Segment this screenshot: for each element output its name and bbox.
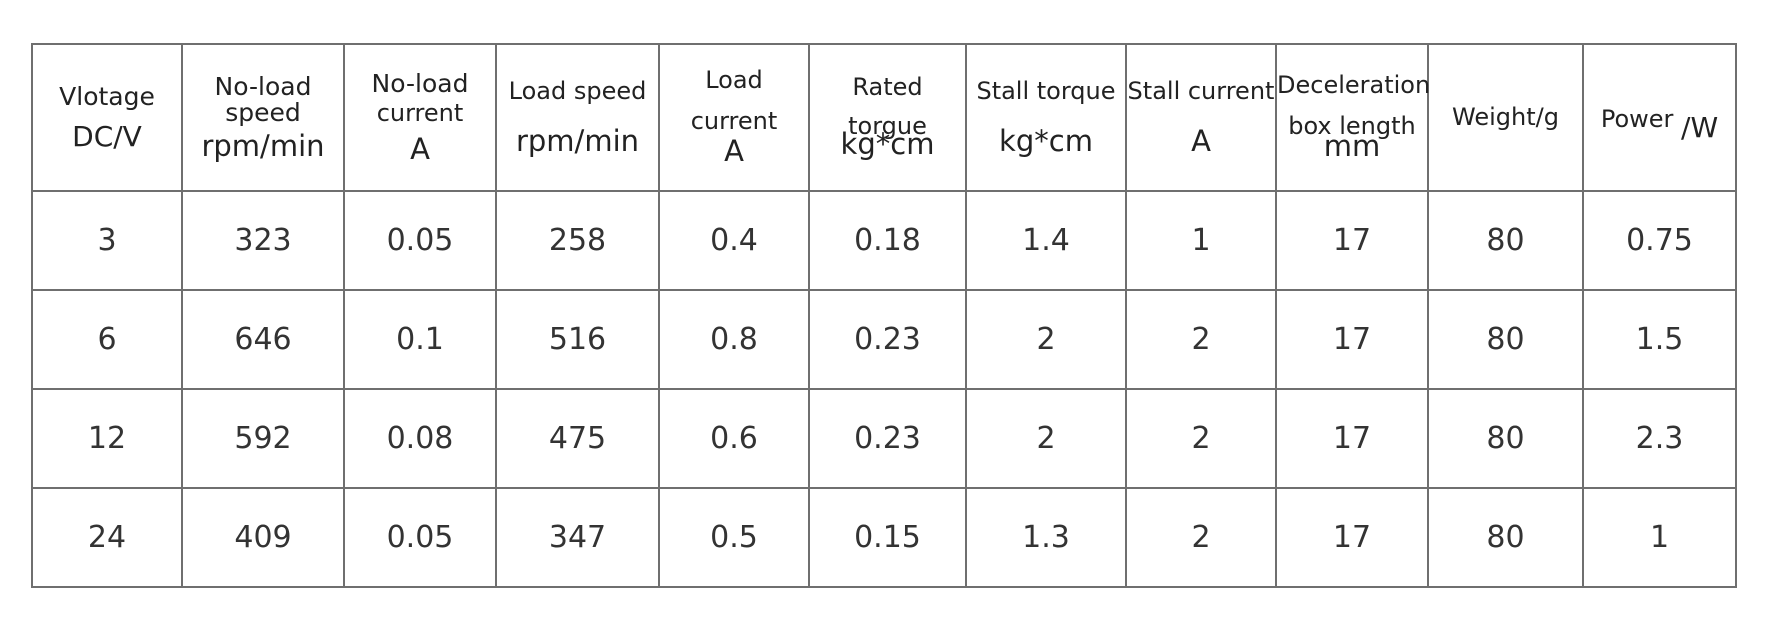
header-load-speed-unit: rpm/min: [515, 123, 640, 158]
table-cell: 24: [31, 487, 183, 588]
table-cell: 2: [1125, 487, 1277, 588]
table-cell: 80: [1427, 388, 1584, 489]
header-deceleration-name-1: Deceleration: [1277, 71, 1431, 100]
table-cell: 0.8: [658, 289, 810, 390]
table-cell: 0.23: [808, 289, 967, 390]
header-stall-torque: Stall torque kg*cm: [965, 43, 1127, 192]
table-row: 3 323 0.05 258 0.4 0.18 1.4 1 17 80 0.75: [31, 190, 1737, 291]
header-load-speed-name: Load speed: [508, 76, 647, 105]
header-load-current-name-1: Load: [705, 66, 763, 95]
header-rated-torque-unit: kg*cm: [840, 127, 935, 162]
table-cell: 1.5: [1582, 289, 1737, 390]
table-cell: 2.3: [1582, 388, 1737, 489]
table-cell: 1.4: [965, 190, 1127, 291]
header-no-load-speed-unit: rpm/min: [201, 128, 325, 163]
table-cell: 2: [965, 289, 1127, 390]
header-load-current-unit: A: [724, 134, 744, 169]
motor-spec-table: Vlotage DC/V No-load speed rpm/min No-lo…: [31, 43, 1737, 588]
table-cell: 80: [1427, 289, 1584, 390]
table-cell: 592: [181, 388, 345, 489]
header-rated-torque-name-2: torgue: [848, 112, 927, 141]
header-stall-torque-unit: kg*cm: [999, 123, 1093, 158]
table-cell: 0.15: [808, 487, 967, 588]
header-deceleration-box-length: Deceleration box length mm: [1275, 43, 1431, 192]
table-cell: 1: [1582, 487, 1737, 588]
header-weight: Weight/g: [1427, 43, 1584, 192]
header-load-current-name-2: current: [690, 107, 778, 136]
header-no-load-speed-name-1: No-load: [214, 72, 312, 102]
table-cell: 2: [965, 388, 1127, 489]
table-cell: 0.08: [343, 388, 497, 489]
header-stall-current-name: Stall current: [1127, 76, 1275, 105]
table-cell: 1.3: [965, 487, 1127, 588]
table-cell: 475: [495, 388, 660, 489]
header-load-speed: Load speed rpm/min: [495, 43, 660, 192]
table-cell: 80: [1427, 487, 1584, 588]
table-cell: 80: [1427, 190, 1584, 291]
table-cell: 0.18: [808, 190, 967, 291]
header-load-current: Load current A: [658, 43, 810, 192]
table-cell: 0.6: [658, 388, 810, 489]
header-voltage: Vlotage DC/V: [31, 43, 183, 192]
table-cell: 0.05: [343, 487, 497, 588]
table-cell: 17: [1275, 487, 1429, 588]
header-no-load-current-name-1: No-load: [371, 68, 469, 98]
header-deceleration-name-2: box length: [1288, 112, 1416, 141]
header-voltage-name: Vlotage: [59, 81, 155, 111]
table-cell: 0.4: [658, 190, 810, 291]
table-cell: 323: [181, 190, 345, 291]
table-row: 6 646 0.1 516 0.8 0.23 2 2 17 80 1.5: [31, 289, 1737, 390]
table-cell: 6: [31, 289, 183, 390]
header-voltage-unit: DC/V: [72, 119, 142, 153]
header-stall-current: Stall current A: [1125, 43, 1277, 192]
header-no-load-current-unit: A: [410, 132, 430, 166]
header-deceleration-unit: mm: [1323, 129, 1381, 164]
header-no-load-current: No-load current A: [343, 43, 497, 192]
table-cell: 1: [1125, 190, 1277, 291]
table-cell: 0.23: [808, 388, 967, 489]
table-cell: 347: [495, 487, 660, 588]
header-power-unit: /W: [1681, 110, 1719, 144]
header-power-name: Power: [1600, 104, 1674, 133]
table-cell: 646: [181, 289, 345, 390]
header-no-load-speed: No-load speed rpm/min: [181, 43, 345, 192]
table-cell: 3: [31, 190, 183, 291]
header-no-load-speed-name-2: speed: [225, 98, 301, 128]
header-no-load-current-name-2: current: [376, 98, 464, 127]
table-cell: 409: [181, 487, 345, 588]
table-cell: 17: [1275, 190, 1429, 291]
header-stall-current-unit: A: [1191, 123, 1211, 158]
table-cell: 17: [1275, 289, 1429, 390]
table-cell: 258: [495, 190, 660, 291]
header-row: Vlotage DC/V No-load speed rpm/min No-lo…: [31, 43, 1737, 192]
table-cell: 2: [1125, 388, 1277, 489]
header-weight-name: Weight/g: [1452, 102, 1559, 131]
header-power: Power /W: [1582, 43, 1737, 192]
table-cell: 0.1: [343, 289, 497, 390]
table-cell: 0.05: [343, 190, 497, 291]
table-cell: 516: [495, 289, 660, 390]
table-cell: 12: [31, 388, 183, 489]
table-row: 12 592 0.08 475 0.6 0.23 2 2 17 80 2.3: [31, 388, 1737, 489]
header-rated-torque: Rated torgue kg*cm: [808, 43, 967, 192]
table-cell: 2: [1125, 289, 1277, 390]
header-power-label: Power /W: [1600, 104, 1718, 142]
table-cell: 0.75: [1582, 190, 1737, 291]
header-stall-torque-name: Stall torque: [976, 76, 1116, 105]
table-row: 24 409 0.05 347 0.5 0.15 1.3 2 17 80 1: [31, 487, 1737, 588]
table-cell: 17: [1275, 388, 1429, 489]
table-cell: 0.5: [658, 487, 810, 588]
header-rated-torque-name-1: Rated: [852, 73, 923, 102]
